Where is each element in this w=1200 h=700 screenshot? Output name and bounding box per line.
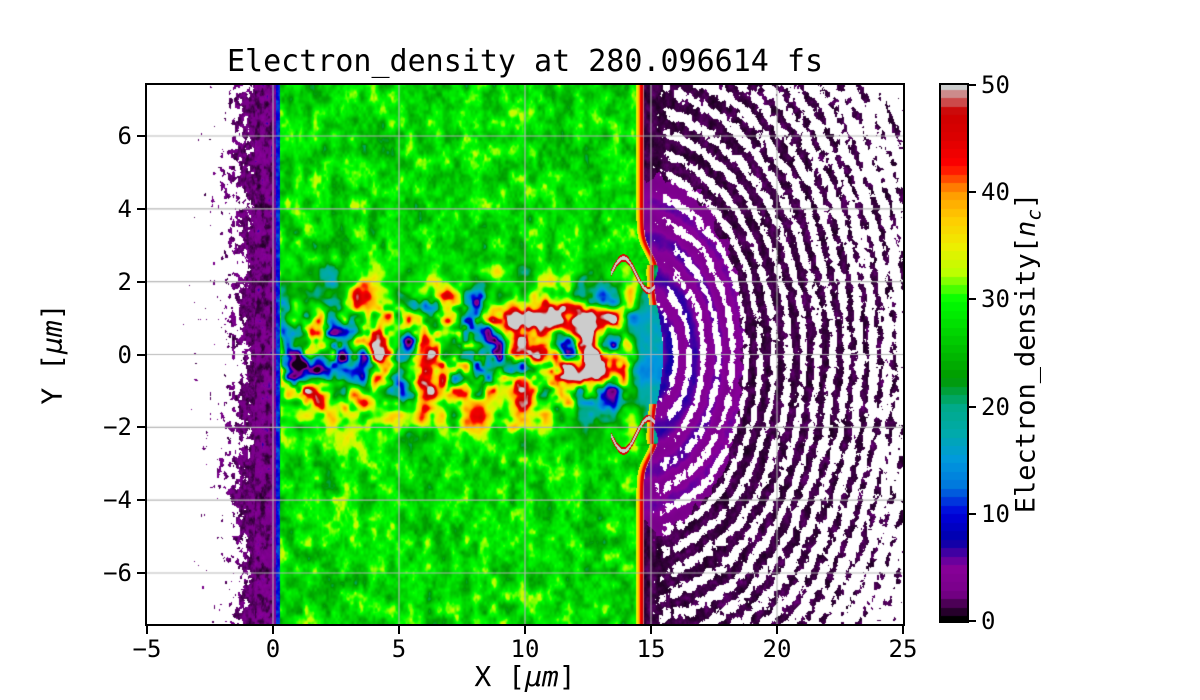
colorbar-tick-mark bbox=[969, 405, 976, 408]
x-tick-label: 5 bbox=[391, 635, 407, 663]
x-axis-label-prefix: X [ bbox=[474, 660, 525, 693]
x-tick-mark bbox=[272, 626, 274, 634]
colorbar-tick-label: 0 bbox=[981, 607, 996, 635]
y-tick-label: −6 bbox=[103, 559, 132, 587]
x-tick-mark bbox=[776, 626, 778, 634]
plot-area bbox=[145, 83, 905, 626]
colorbar-gradient-canvas bbox=[941, 85, 967, 621]
colorbar bbox=[939, 83, 969, 623]
colorbar-tick-label: 20 bbox=[981, 392, 1010, 421]
x-tick-label: 10 bbox=[510, 635, 540, 663]
x-axis-label-suffix: ] bbox=[558, 660, 576, 693]
y-axis-label-suffix: ] bbox=[35, 303, 69, 321]
colorbar-label-prefix: Electron_density[ bbox=[1010, 236, 1042, 514]
y-tick-label: 2 bbox=[117, 267, 132, 296]
x-axis-label: X [μm] bbox=[145, 660, 905, 693]
y-tick-mark bbox=[137, 572, 145, 574]
heatmap-canvas bbox=[147, 85, 903, 624]
x-tick-mark bbox=[650, 626, 652, 634]
y-tick-mark bbox=[137, 499, 145, 502]
y-tick-label: 0 bbox=[117, 340, 132, 369]
colorbar-tick-label: 40 bbox=[981, 178, 1010, 207]
x-tick-label: −5 bbox=[132, 635, 162, 663]
colorbar-tick-mark bbox=[969, 512, 976, 515]
x-axis-label-unit: μm bbox=[525, 660, 559, 693]
y-tick-mark bbox=[137, 134, 145, 137]
colorbar-label: Electron_density[nc] bbox=[1010, 193, 1045, 514]
chart-title: Electron_density at 280.096614 fs bbox=[226, 44, 824, 79]
colorbar-tick-mark bbox=[969, 298, 976, 301]
colorbar-label-sub: c bbox=[1022, 208, 1046, 221]
x-tick-label: 25 bbox=[888, 635, 918, 663]
y-tick-mark bbox=[137, 207, 145, 210]
y-tick-label: 4 bbox=[117, 194, 132, 223]
x-tick-label: 20 bbox=[762, 635, 792, 663]
colorbar-tick-mark bbox=[969, 191, 976, 194]
colorbar-tick-label: 10 bbox=[981, 499, 1010, 528]
colorbar-tick-mark bbox=[969, 84, 976, 86]
y-tick-mark bbox=[137, 426, 145, 429]
x-tick-mark bbox=[524, 626, 526, 634]
colorbar-tick-label: 50 bbox=[981, 71, 1010, 99]
y-tick-label: −2 bbox=[103, 413, 132, 442]
x-tick-label: 0 bbox=[265, 635, 281, 663]
y-tick-mark bbox=[137, 280, 145, 283]
x-tick-mark bbox=[398, 626, 400, 634]
y-tick-label: 6 bbox=[117, 121, 132, 150]
colorbar-label-var: n bbox=[1010, 220, 1042, 237]
x-tick-label: 15 bbox=[636, 635, 666, 663]
x-tick-mark bbox=[146, 626, 148, 634]
colorbar-tick-mark bbox=[969, 620, 976, 622]
y-tick-label: −4 bbox=[103, 486, 132, 515]
x-tick-mark bbox=[902, 626, 904, 634]
y-tick-mark bbox=[137, 353, 145, 356]
colorbar-tick-label: 30 bbox=[981, 285, 1010, 314]
